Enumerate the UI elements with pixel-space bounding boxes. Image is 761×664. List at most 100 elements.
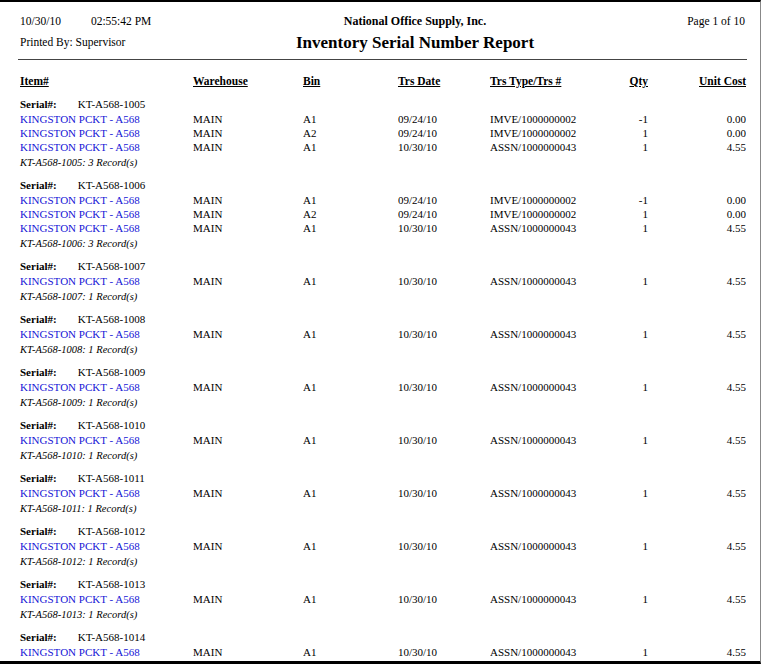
- bin-cell: A1: [303, 539, 398, 553]
- item-link[interactable]: KINGSTON PCKT - A568: [20, 433, 193, 447]
- qty-cell: 1: [615, 645, 648, 659]
- warehouse-cell: MAIN: [193, 140, 303, 154]
- item-link[interactable]: KINGSTON PCKT - A568: [20, 207, 193, 221]
- item-link[interactable]: KINGSTON PCKT - A568: [20, 592, 193, 606]
- group-record-count: KT-A568-1011: 1 Record(s): [20, 501, 745, 516]
- qty-cell: 1: [615, 380, 648, 394]
- item-link[interactable]: KINGSTON PCKT - A568: [20, 539, 193, 553]
- serial-number: KT-A568-1014: [78, 631, 145, 643]
- bin-cell: A1: [303, 112, 398, 126]
- transaction-row: KINGSTON PCKT - A568 MAIN A1 10/30/10 AS…: [20, 327, 745, 341]
- print-date: 10/30/10: [20, 14, 88, 29]
- serial-label: Serial#:: [20, 258, 75, 274]
- serial-groups: Serial#: KT-A568-1005 KINGSTON PCKT - A5…: [20, 96, 745, 659]
- serial-number: KT-A568-1009: [78, 366, 145, 378]
- header-left: 10/30/10 02:55:42 PM Printed By: Supervi…: [20, 14, 200, 53]
- transaction-row: KINGSTON PCKT - A568 MAIN A1 10/30/10 AS…: [20, 221, 745, 235]
- serial-number: KT-A568-1006: [78, 179, 145, 191]
- item-link[interactable]: KINGSTON PCKT - A568: [20, 112, 193, 126]
- qty-cell: 1: [615, 592, 648, 606]
- transaction-row: KINGSTON PCKT - A568 MAIN A1 10/30/10 AS…: [20, 140, 745, 154]
- serial-row: Serial#: KT-A568-1013: [20, 576, 745, 592]
- transaction-rows: KINGSTON PCKT - A568 MAIN A1 10/30/10 AS…: [20, 539, 745, 553]
- column-header-bin: Bin: [303, 74, 398, 89]
- trs-type-cell: ASSN/1000000043: [490, 486, 615, 500]
- item-link[interactable]: KINGSTON PCKT - A568: [20, 327, 193, 341]
- unit-cost-cell: 0.00: [648, 193, 746, 207]
- trs-date-cell: 10/30/10: [398, 140, 490, 154]
- item-link[interactable]: KINGSTON PCKT - A568: [20, 140, 193, 154]
- qty-cell: 1: [615, 433, 648, 447]
- trs-date-cell: 09/24/10: [398, 126, 490, 140]
- trs-type-cell: IMVE/1000000002: [490, 193, 615, 207]
- item-link[interactable]: KINGSTON PCKT - A568: [20, 221, 193, 235]
- transaction-rows: KINGSTON PCKT - A568 MAIN A1 10/30/10 AS…: [20, 433, 745, 447]
- column-header-trs-date: Trs Date: [398, 74, 490, 89]
- item-link[interactable]: KINGSTON PCKT - A568: [20, 193, 193, 207]
- transaction-row: KINGSTON PCKT - A568 MAIN A1 10/30/10 AS…: [20, 433, 745, 447]
- unit-cost-cell: 4.55: [648, 433, 746, 447]
- group-record-count: KT-A568-1006: 3 Record(s): [20, 236, 745, 251]
- group-record-count: KT-A568-1005: 3 Record(s): [20, 155, 745, 170]
- trs-type-cell: ASSN/1000000043: [490, 327, 615, 341]
- transaction-row: KINGSTON PCKT - A568 MAIN A1 10/30/10 AS…: [20, 539, 745, 553]
- column-header-trs-type: Trs Type/Trs #: [490, 74, 615, 89]
- transaction-row: KINGSTON PCKT - A568 MAIN A1 09/24/10 IM…: [20, 193, 745, 207]
- qty-cell: 1: [615, 486, 648, 500]
- unit-cost-cell: 4.55: [648, 539, 746, 553]
- trs-date-cell: 10/30/10: [398, 539, 490, 553]
- trs-type-cell: IMVE/1000000002: [490, 207, 615, 221]
- column-header-qty: Qty: [615, 74, 648, 89]
- item-link[interactable]: KINGSTON PCKT - A568: [20, 380, 193, 394]
- item-link[interactable]: KINGSTON PCKT - A568: [20, 274, 193, 288]
- serial-number: KT-A568-1008: [78, 313, 145, 325]
- qty-cell: 1: [615, 274, 648, 288]
- warehouse-cell: MAIN: [193, 486, 303, 500]
- item-link[interactable]: KINGSTON PCKT - A568: [20, 645, 193, 659]
- serial-row: Serial#: KT-A568-1009: [20, 364, 745, 380]
- report-header: 10/30/10 02:55:42 PM Printed By: Supervi…: [20, 14, 745, 53]
- serial-number: KT-A568-1011: [78, 472, 145, 484]
- bin-cell: A1: [303, 327, 398, 341]
- qty-cell: 1: [615, 327, 648, 341]
- transaction-row: KINGSTON PCKT - A568 MAIN A2 09/24/10 IM…: [20, 207, 745, 221]
- transaction-rows: KINGSTON PCKT - A568 MAIN A1 10/30/10 AS…: [20, 327, 745, 341]
- report-page: 10/30/10 02:55:42 PM Printed By: Supervi…: [0, 0, 761, 664]
- serial-label: Serial#:: [20, 629, 75, 645]
- trs-type-cell: ASSN/1000000043: [490, 380, 615, 394]
- trs-type-cell: ASSN/1000000043: [490, 539, 615, 553]
- group-record-count: KT-A568-1009: 1 Record(s): [20, 395, 745, 410]
- company-name: National Office Supply, Inc.: [200, 14, 630, 29]
- item-link[interactable]: KINGSTON PCKT - A568: [20, 126, 193, 140]
- serial-row: Serial#: KT-A568-1006: [20, 177, 745, 193]
- bin-cell: A2: [303, 126, 398, 140]
- transaction-row: KINGSTON PCKT - A568 MAIN A1 10/30/10 AS…: [20, 380, 745, 394]
- item-link[interactable]: KINGSTON PCKT - A568: [20, 486, 193, 500]
- group-record-count: KT-A568-1007: 1 Record(s): [20, 289, 745, 304]
- unit-cost-cell: 4.55: [648, 592, 746, 606]
- report-title: Inventory Serial Number Report: [200, 33, 630, 53]
- group-record-count: KT-A568-1013: 1 Record(s): [20, 607, 745, 622]
- serial-number: KT-A568-1012: [78, 525, 145, 537]
- unit-cost-cell: 0.00: [648, 207, 746, 221]
- qty-cell: -1: [615, 193, 648, 207]
- unit-cost-cell: 4.55: [648, 380, 746, 394]
- group-record-count: KT-A568-1012: 1 Record(s): [20, 554, 745, 569]
- unit-cost-cell: 0.00: [648, 126, 746, 140]
- transaction-rows: KINGSTON PCKT - A568 MAIN A1 10/30/10 AS…: [20, 274, 745, 288]
- serial-label: Serial#:: [20, 311, 75, 327]
- serial-group: Serial#: KT-A568-1012 KINGSTON PCKT - A5…: [20, 523, 745, 569]
- trs-date-cell: 10/30/10: [398, 433, 490, 447]
- trs-date-cell: 09/24/10: [398, 112, 490, 126]
- serial-row: Serial#: KT-A568-1010: [20, 417, 745, 433]
- warehouse-cell: MAIN: [193, 380, 303, 394]
- printed-by: Printed By: Supervisor: [20, 35, 200, 50]
- transaction-row: KINGSTON PCKT - A568 MAIN A1 10/30/10 AS…: [20, 645, 745, 659]
- header-divider: [18, 59, 747, 60]
- serial-group: Serial#: KT-A568-1008 KINGSTON PCKT - A5…: [20, 311, 745, 357]
- warehouse-cell: MAIN: [193, 126, 303, 140]
- trs-date-cell: 09/24/10: [398, 193, 490, 207]
- header-center: National Office Supply, Inc. Inventory S…: [200, 14, 630, 53]
- bin-cell: A1: [303, 274, 398, 288]
- transaction-row: KINGSTON PCKT - A568 MAIN A1 10/30/10 AS…: [20, 592, 745, 606]
